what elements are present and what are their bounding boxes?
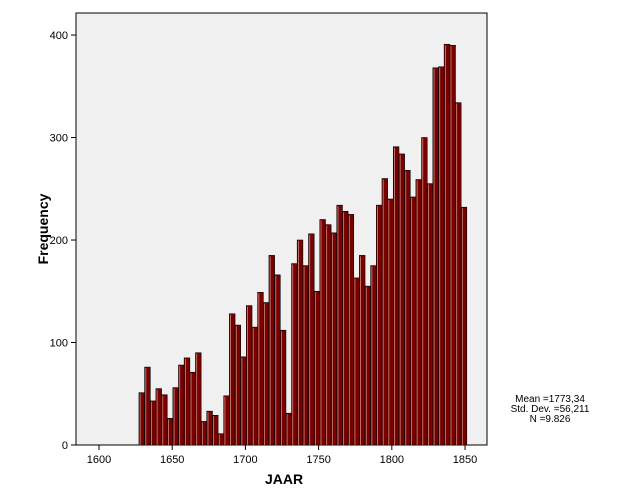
bar bbox=[195, 352, 202, 446]
x-tick-label: 1700 bbox=[233, 454, 257, 466]
stats-annotation: Std. Dev. =56,211 bbox=[511, 404, 590, 415]
y-tick-label: 200 bbox=[50, 235, 68, 247]
x-tick-label: 1800 bbox=[380, 454, 404, 466]
y-axis-label: Frequency bbox=[35, 193, 51, 264]
x-tick-label: 1600 bbox=[87, 454, 111, 466]
y-tick-label: 100 bbox=[50, 338, 68, 350]
stats-annotation: N =9.826 bbox=[530, 414, 571, 425]
bar bbox=[279, 329, 287, 446]
y-tick-label: 400 bbox=[50, 30, 68, 42]
stats-annotation: Mean =1773,34 bbox=[515, 394, 585, 405]
bar bbox=[212, 414, 219, 446]
x-axis-label: JAAR bbox=[265, 471, 303, 487]
y-tick-label: 300 bbox=[50, 133, 68, 145]
x-tick-label: 1650 bbox=[160, 454, 184, 466]
y-tick-label: 0 bbox=[62, 440, 68, 452]
x-tick-label: 1750 bbox=[306, 454, 330, 466]
bar bbox=[460, 206, 468, 446]
x-tick-label: 1850 bbox=[453, 454, 477, 466]
